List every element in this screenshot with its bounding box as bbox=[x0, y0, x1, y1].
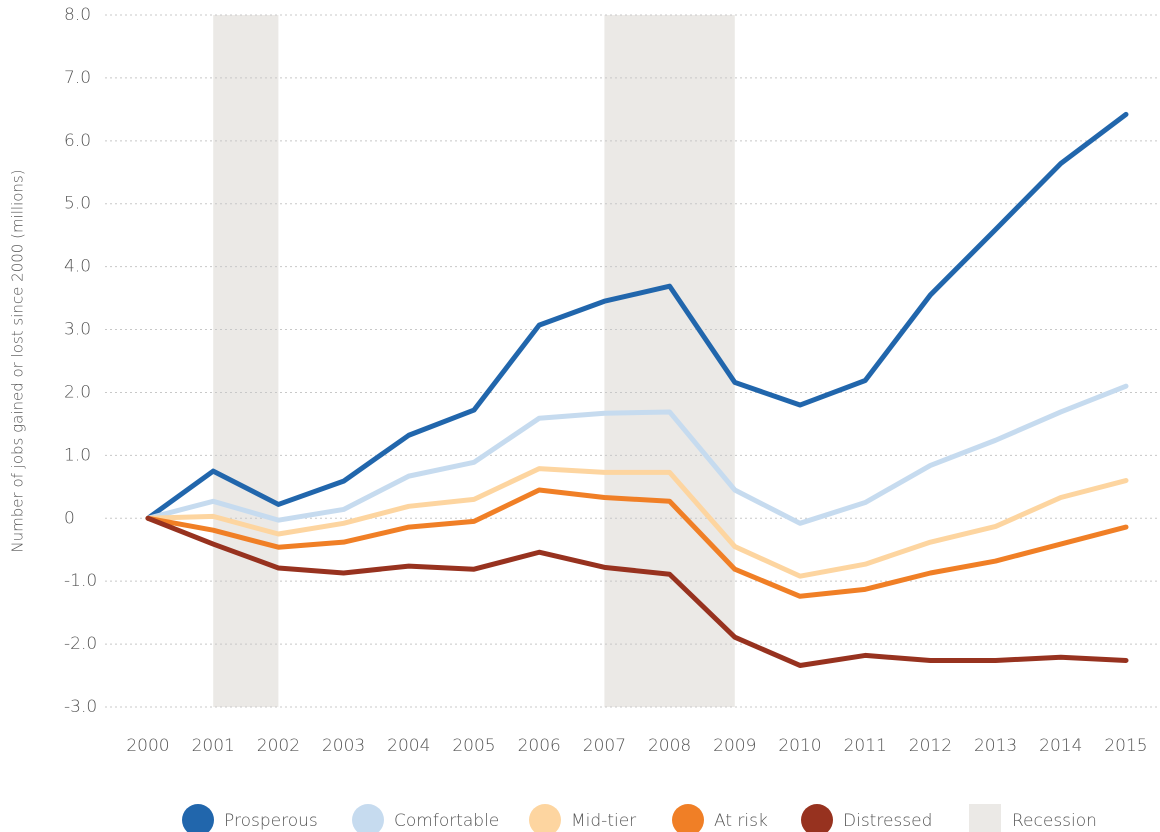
x-tick-label: 2008 bbox=[648, 736, 691, 756]
x-tick-label: 2011 bbox=[844, 736, 887, 756]
x-tick-label: 2014 bbox=[1039, 736, 1082, 756]
y-axis-label: Number of jobs gained or lost since 2000… bbox=[9, 169, 27, 552]
x-tick-label: 2000 bbox=[126, 736, 169, 756]
x-tick-label: 2003 bbox=[322, 736, 365, 756]
x-tick-label: 2006 bbox=[518, 736, 561, 756]
x-tick-label: 2010 bbox=[778, 736, 821, 756]
y-tick-label: 1.0 bbox=[64, 445, 91, 465]
y-tick-label: 8.0 bbox=[64, 5, 91, 25]
y-tick-label: -1.0 bbox=[64, 571, 97, 591]
legend-swatch bbox=[801, 804, 833, 832]
x-tick-label: 2002 bbox=[257, 736, 300, 756]
legend-swatch bbox=[182, 804, 214, 832]
legend-swatch bbox=[529, 804, 561, 832]
y-tick-label: 6.0 bbox=[64, 131, 91, 151]
y-tick-label: 2.0 bbox=[64, 382, 91, 402]
x-tick-label: 2005 bbox=[452, 736, 495, 756]
y-tick-label: 0 bbox=[64, 508, 75, 528]
x-tick-label: 2013 bbox=[974, 736, 1017, 756]
series-line bbox=[145, 515, 1129, 668]
legend-label: Prosperous bbox=[224, 811, 318, 831]
x-tick-label: 2007 bbox=[583, 736, 626, 756]
recession-band bbox=[604, 15, 735, 707]
x-tick-label: 2001 bbox=[192, 736, 235, 756]
x-tick-label: 2012 bbox=[909, 736, 952, 756]
legend-label: Recession bbox=[1012, 811, 1097, 831]
y-tick-label: 5.0 bbox=[64, 194, 91, 214]
x-tick-label: 2009 bbox=[713, 736, 756, 756]
x-tick-label: 2015 bbox=[1104, 736, 1147, 756]
series-line bbox=[145, 383, 1129, 526]
y-tick-label: 4.0 bbox=[64, 257, 91, 277]
series-line bbox=[145, 487, 1129, 599]
legend-label: Distressed bbox=[843, 811, 932, 831]
recession-band bbox=[213, 15, 279, 707]
legend-label: Mid-tier bbox=[571, 811, 636, 831]
legend-label: At risk bbox=[714, 811, 768, 831]
series-line bbox=[145, 111, 1129, 521]
y-tick-label: -3.0 bbox=[64, 697, 97, 717]
y-tick-label: 3.0 bbox=[64, 320, 91, 340]
legend-label: Comfortable bbox=[394, 811, 499, 831]
legend-swatch bbox=[672, 804, 704, 832]
legend-swatch bbox=[352, 804, 384, 832]
legend-swatch bbox=[969, 804, 1001, 832]
y-tick-label: -2.0 bbox=[64, 634, 97, 654]
series-line bbox=[145, 466, 1129, 579]
x-tick-label: 2004 bbox=[387, 736, 430, 756]
y-tick-label: 7.0 bbox=[64, 68, 91, 88]
